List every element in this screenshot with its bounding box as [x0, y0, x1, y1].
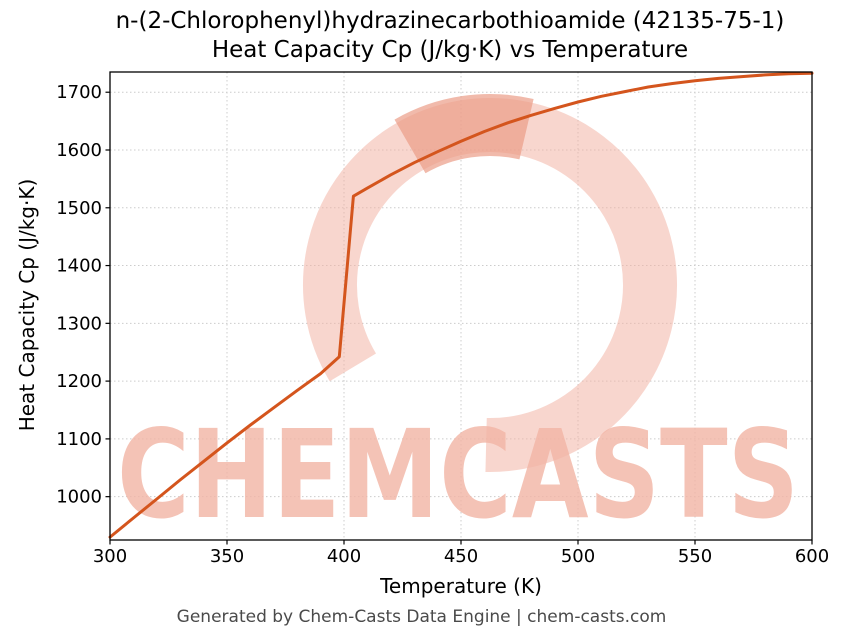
y-tick-label: 1000 [56, 487, 102, 508]
chart-title-line2: Heat Capacity Cp (J/kg·K) vs Temperature [211, 37, 689, 63]
y-tick-label: 1600 [56, 140, 102, 161]
x-tick-label: 600 [795, 546, 829, 567]
series-line [108, 71, 814, 539]
y-tick-label: 1500 [56, 198, 102, 219]
x-tick-label: 500 [561, 546, 595, 567]
x-tick-label: 450 [444, 546, 478, 567]
y-tick-label: 1700 [56, 82, 102, 103]
x-tick-label: 550 [678, 546, 712, 567]
y-tick-label: 1100 [56, 429, 102, 450]
x-axis-label: Temperature (K) [380, 574, 542, 598]
y-axis-label: Heat Capacity Cp (J/kg·K) [15, 178, 39, 432]
watermark-swirl-icon [302, 98, 677, 472]
footer-text: Generated by Chem-Casts Data Engine | ch… [176, 607, 667, 627]
y-tick-label: 1400 [56, 256, 102, 277]
x-tick-label: 350 [210, 546, 244, 567]
x-tick-label: 400 [327, 546, 361, 567]
watermark-text: CHEMCASTS [117, 404, 799, 546]
watermark-swirl-accent-icon [299, 94, 681, 476]
chart-title: n-(2-Chlorophenyl)hydrazinecarbothioamid… [70, 7, 830, 65]
y-tick-label: 1200 [56, 371, 102, 392]
x-tick-label: 300 [93, 546, 127, 567]
y-tick-label: 1300 [56, 313, 102, 334]
chart-title-line1: n-(2-Chlorophenyl)hydrazinecarbothioamid… [115, 8, 785, 34]
